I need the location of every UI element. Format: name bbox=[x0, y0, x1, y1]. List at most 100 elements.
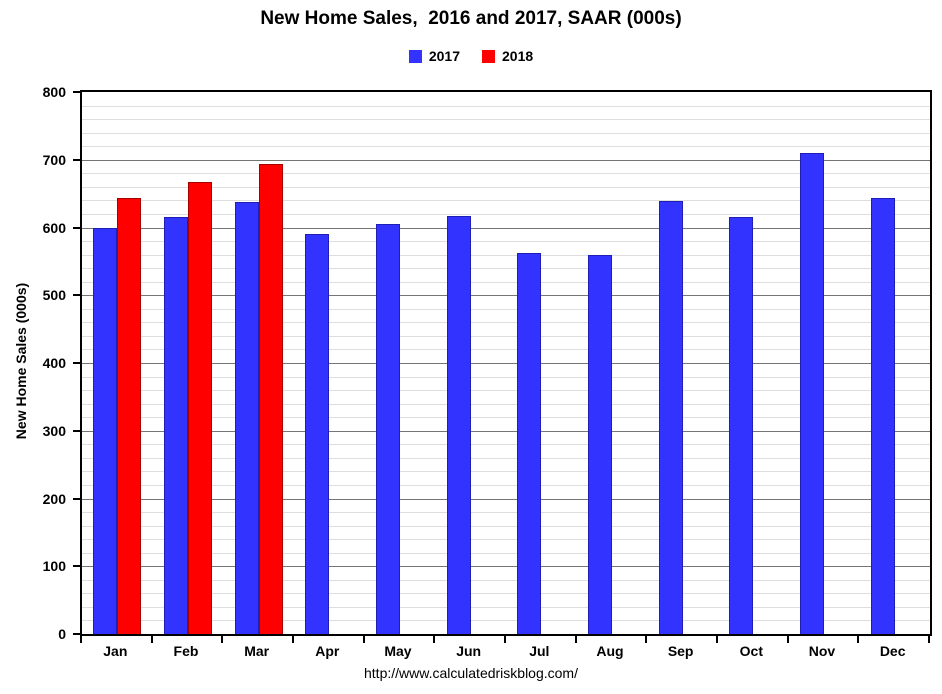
minor-gridline bbox=[82, 281, 930, 283]
bar-2017-feb bbox=[164, 217, 188, 634]
x-axis-tick bbox=[928, 636, 930, 643]
y-axis-label-500: 500 bbox=[42, 287, 66, 304]
minor-gridline bbox=[82, 471, 930, 473]
bar-2017-apr bbox=[305, 234, 329, 634]
minor-gridline bbox=[82, 579, 930, 581]
x-axis-tick bbox=[292, 636, 294, 643]
x-axis-tick bbox=[857, 636, 859, 643]
x-axis-label-jan: Jan bbox=[103, 643, 128, 659]
y-axis-tick bbox=[73, 565, 80, 568]
minor-gridline bbox=[82, 105, 930, 107]
minor-gridline bbox=[82, 390, 930, 392]
bar-2018-mar bbox=[259, 164, 283, 634]
x-axis-tick bbox=[363, 636, 365, 643]
minor-gridline bbox=[82, 403, 930, 405]
y-axis-tick bbox=[73, 226, 80, 229]
y-axis-label-600: 600 bbox=[42, 219, 66, 236]
minor-gridline bbox=[82, 376, 930, 378]
major-gridline bbox=[82, 295, 930, 297]
minor-gridline bbox=[82, 512, 930, 514]
x-axis-tick bbox=[787, 636, 789, 643]
minor-gridline bbox=[82, 146, 930, 148]
minor-gridline bbox=[82, 417, 930, 419]
minor-gridline bbox=[82, 349, 930, 351]
x-axis-label-feb: Feb bbox=[173, 643, 199, 659]
x-axis-tick bbox=[716, 636, 718, 643]
major-gridline bbox=[82, 566, 930, 568]
y-axis-tick bbox=[73, 91, 80, 93]
source-url: http://www.calculatedriskblog.com/ bbox=[364, 665, 578, 681]
minor-gridline bbox=[82, 241, 930, 243]
minor-gridline bbox=[82, 119, 930, 121]
x-axis-label-mar: Mar bbox=[244, 643, 270, 659]
bar-2018-jan bbox=[117, 198, 141, 634]
y-axis-label-200: 200 bbox=[42, 490, 66, 507]
y-axis-tick bbox=[73, 294, 80, 297]
minor-gridline bbox=[82, 173, 930, 175]
x-axis-tick bbox=[80, 636, 82, 643]
minor-gridline bbox=[82, 200, 930, 202]
bar-2017-oct bbox=[729, 217, 753, 634]
y-axis-label-0: 0 bbox=[58, 626, 66, 642]
chart-title: New Home Sales, 2016 and 2017, SAAR (000… bbox=[260, 8, 682, 29]
legend-label-2017: 2017 bbox=[428, 48, 460, 64]
minor-gridline bbox=[82, 444, 930, 446]
x-axis-tick bbox=[645, 636, 647, 643]
x-axis-label-may: May bbox=[384, 643, 412, 659]
x-axis-label-oct: Oct bbox=[739, 643, 763, 659]
bar-2017-jan bbox=[93, 228, 117, 634]
legend-swatch-2017 bbox=[408, 49, 422, 63]
bar-2017-nov bbox=[800, 153, 824, 634]
x-axis-label-dec: Dec bbox=[879, 643, 906, 659]
x-axis-label-jul: Jul bbox=[529, 643, 550, 659]
major-gridline bbox=[82, 227, 930, 229]
y-axis-label-800: 800 bbox=[42, 84, 66, 100]
minor-gridline bbox=[82, 186, 930, 188]
x-axis-label-jun: Jun bbox=[456, 643, 482, 659]
minor-gridline bbox=[82, 335, 930, 337]
y-axis-tick bbox=[73, 429, 80, 432]
y-axis-tick bbox=[73, 362, 80, 364]
x-axis-tick bbox=[433, 636, 435, 643]
x-axis-label-nov: Nov bbox=[808, 643, 836, 659]
bar-2017-aug bbox=[588, 255, 612, 634]
major-gridline bbox=[82, 363, 930, 364]
minor-gridline bbox=[82, 593, 930, 595]
y-axis-tick bbox=[73, 158, 80, 161]
minor-gridline bbox=[82, 308, 930, 310]
major-gridline bbox=[82, 430, 930, 432]
minor-gridline bbox=[82, 322, 930, 324]
legend-label-2018: 2018 bbox=[502, 48, 534, 64]
plot-area bbox=[80, 90, 932, 636]
x-axis-label-aug: Aug bbox=[596, 643, 624, 659]
x-axis-tick bbox=[151, 636, 153, 643]
y-axis-label-300: 300 bbox=[42, 422, 66, 439]
x-axis-tick bbox=[221, 636, 223, 643]
bar-2018-feb bbox=[188, 182, 212, 634]
legend-item-2018: 2018 bbox=[482, 48, 533, 64]
bar-2017-sep bbox=[659, 201, 683, 634]
y-axis-label-100: 100 bbox=[42, 558, 66, 575]
bar-2017-jun bbox=[447, 216, 471, 634]
minor-gridline bbox=[82, 457, 930, 459]
legend: 2017 2018 bbox=[0, 48, 942, 64]
y-axis-label-400: 400 bbox=[42, 355, 66, 371]
x-axis-label-sep: Sep bbox=[667, 643, 694, 659]
bar-2017-may bbox=[376, 224, 400, 634]
y-axis-tick bbox=[73, 497, 80, 500]
x-axis-tick bbox=[575, 636, 577, 643]
minor-gridline bbox=[82, 213, 930, 215]
y-axis-tick bbox=[73, 633, 80, 635]
minor-gridline bbox=[82, 539, 930, 541]
minor-gridline bbox=[82, 132, 930, 134]
minor-gridline bbox=[82, 254, 930, 256]
major-gridline bbox=[82, 498, 930, 500]
minor-gridline bbox=[82, 484, 930, 486]
major-gridline bbox=[82, 159, 930, 161]
minor-gridline bbox=[82, 268, 930, 270]
x-axis-tick bbox=[504, 636, 506, 643]
minor-gridline bbox=[82, 525, 930, 527]
minor-gridline bbox=[82, 606, 930, 608]
bar-2017-mar bbox=[235, 202, 259, 634]
